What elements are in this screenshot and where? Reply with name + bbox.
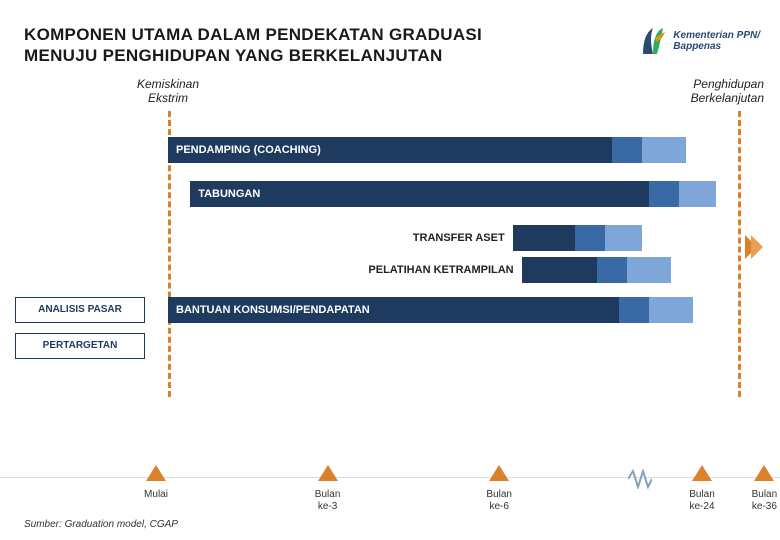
timeline-marker-icon <box>489 465 509 481</box>
timeline-label: Bulanke-6 <box>486 489 512 512</box>
timeline-marker-icon <box>692 465 712 481</box>
bar-segment <box>679 181 716 207</box>
timeline-marker-icon <box>754 465 774 481</box>
bar-label: PELATIHAN KETRAMPILAN <box>360 257 521 283</box>
bar-label: TABUNGAN <box>190 181 260 207</box>
source-citation: Sumber: Graduation model, CGAP <box>24 519 178 530</box>
bar-segment <box>605 225 642 251</box>
timeline-label: Bulanke-24 <box>689 489 715 512</box>
bar-label: BANTUAN KONSUMSI/PENDAPATAN <box>168 297 370 323</box>
timeline-marker-icon <box>146 465 166 481</box>
logo-mark-icon <box>639 24 667 58</box>
timeline-label: Mulai <box>144 489 168 501</box>
bar-label: PENDAMPING (COACHING) <box>168 137 321 163</box>
bar-segment <box>649 181 679 207</box>
bar-segment <box>597 257 627 283</box>
bar-row: PELATIHAN KETRAMPILAN <box>20 257 760 283</box>
bar-segment <box>642 137 686 163</box>
bar-row: TABUNGAN <box>20 181 760 207</box>
title-line-2: MENUJU PENGHIDUPAN YANG BERKELANJUTAN <box>24 46 443 65</box>
logo-text: Kementerian PPN/ Bappenas <box>673 30 760 52</box>
bar-row: PENDAMPING (COACHING) <box>20 137 760 163</box>
timeline-label: Bulanke-3 <box>315 489 341 512</box>
title-line-1: KOMPONEN UTAMA DALAM PENDEKATAN GRADUASI <box>24 25 482 44</box>
right-end-label: Penghidupan Berkelanjutan <box>691 77 764 106</box>
logo: Kementerian PPN/ Bappenas <box>639 24 760 58</box>
bar-segment <box>619 297 649 323</box>
timeline-marker-icon <box>318 465 338 481</box>
right-arrow-icon <box>745 235 765 264</box>
bar-row: TRANSFER ASET <box>20 225 760 251</box>
left-end-label: Kemiskinan Ekstrim <box>137 77 199 106</box>
timeline-break-icon <box>628 469 652 494</box>
bar-label: TRANSFER ASET <box>405 225 513 251</box>
graduation-diagram: Kemiskinan Ekstrim Penghidupan Berkelanj… <box>20 77 760 427</box>
bar-segment <box>649 297 693 323</box>
timeline-baseline <box>0 477 780 479</box>
side-box: PERTARGETAN <box>15 333 145 359</box>
timeline: MulaiBulanke-3Bulanke-6Bulanke-24Bulanke… <box>0 477 780 478</box>
page-title: KOMPONEN UTAMA DALAM PENDEKATAN GRADUASI… <box>24 24 482 67</box>
timeline-label: Bulanke-36 <box>752 489 778 512</box>
bar-segment <box>627 257 671 283</box>
side-box: ANALISIS PASAR <box>15 297 145 323</box>
bar-segment <box>575 225 605 251</box>
bar-segment <box>612 137 642 163</box>
